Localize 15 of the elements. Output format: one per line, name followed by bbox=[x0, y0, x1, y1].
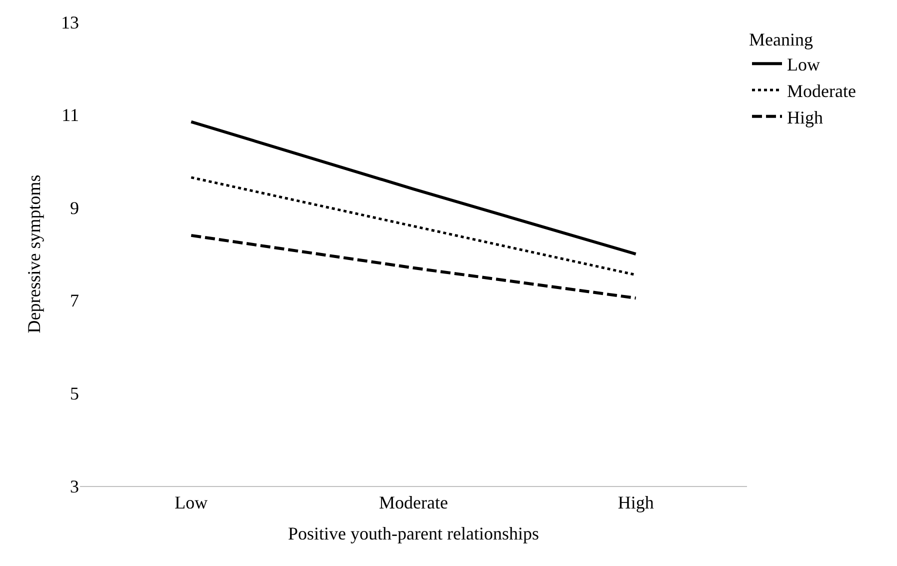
legend-label: High bbox=[787, 107, 823, 128]
x-tick-label: Moderate bbox=[379, 492, 448, 513]
y-tick-label: 3 bbox=[70, 476, 79, 496]
y-tick-label: 9 bbox=[70, 198, 79, 218]
y-axis-title: Depressive symptoms bbox=[24, 174, 44, 334]
y-tick-label: 5 bbox=[70, 384, 79, 404]
legend-label: Low bbox=[787, 54, 820, 75]
legend-label: Moderate bbox=[787, 81, 856, 102]
legend-title: Meaning bbox=[749, 29, 813, 50]
y-tick-label: 7 bbox=[70, 290, 79, 311]
x-tick-label: Low bbox=[174, 492, 208, 513]
y-tick-label: 13 bbox=[61, 12, 79, 32]
x-tick-label: High bbox=[618, 492, 654, 513]
x-axis-title: Positive youth-parent relationships bbox=[288, 524, 539, 544]
y-tick-label: 11 bbox=[62, 105, 79, 126]
